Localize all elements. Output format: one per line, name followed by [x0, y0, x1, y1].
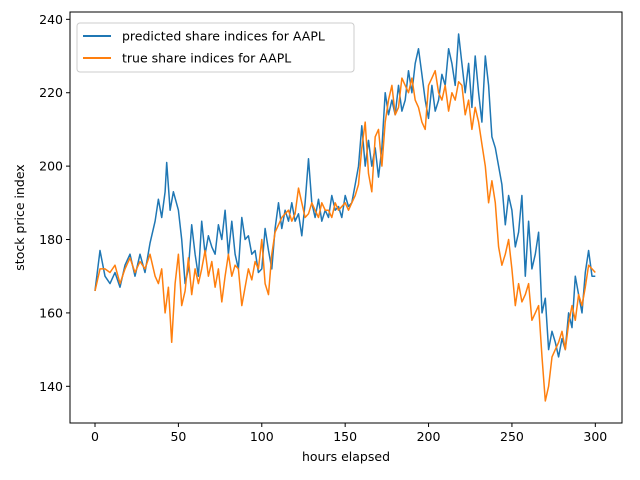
y-tick-label: 240 [39, 12, 63, 27]
legend: predicted share indices for AAPL true sh… [76, 22, 355, 73]
series-layer [94, 33, 596, 402]
x-tick-label: 100 [250, 429, 274, 444]
series-line-true [94, 69, 596, 402]
x-tick-label: 250 [500, 429, 524, 444]
y-tick-label: 180 [39, 232, 63, 247]
x-tick-label: 150 [333, 429, 357, 444]
legend-label-predicted: predicted share indices for AAPL [122, 29, 325, 44]
y-axis-label: stock price index [12, 164, 27, 270]
x-tick-label: 300 [583, 429, 607, 444]
y-tick-label: 220 [39, 85, 63, 100]
y-tick-label: 140 [39, 379, 63, 394]
y-tick-label: 160 [39, 305, 63, 320]
x-axis-label: hours elapsed [302, 449, 390, 464]
x-tick-label: 0 [91, 429, 99, 444]
legend-label-true: true share indices for AAPL [122, 51, 291, 66]
plot-background [70, 12, 622, 423]
x-tick-label: 200 [417, 429, 441, 444]
legend-box [76, 22, 355, 73]
series-line-predicted [94, 33, 596, 358]
x-tick-label: 50 [170, 429, 186, 444]
axes-layer: 0 50 100 150 200 250 300 140 160 180 200 220 240 [39, 12, 607, 444]
plot-frame [69, 11, 623, 424]
y-tick-label: 200 [39, 159, 63, 174]
